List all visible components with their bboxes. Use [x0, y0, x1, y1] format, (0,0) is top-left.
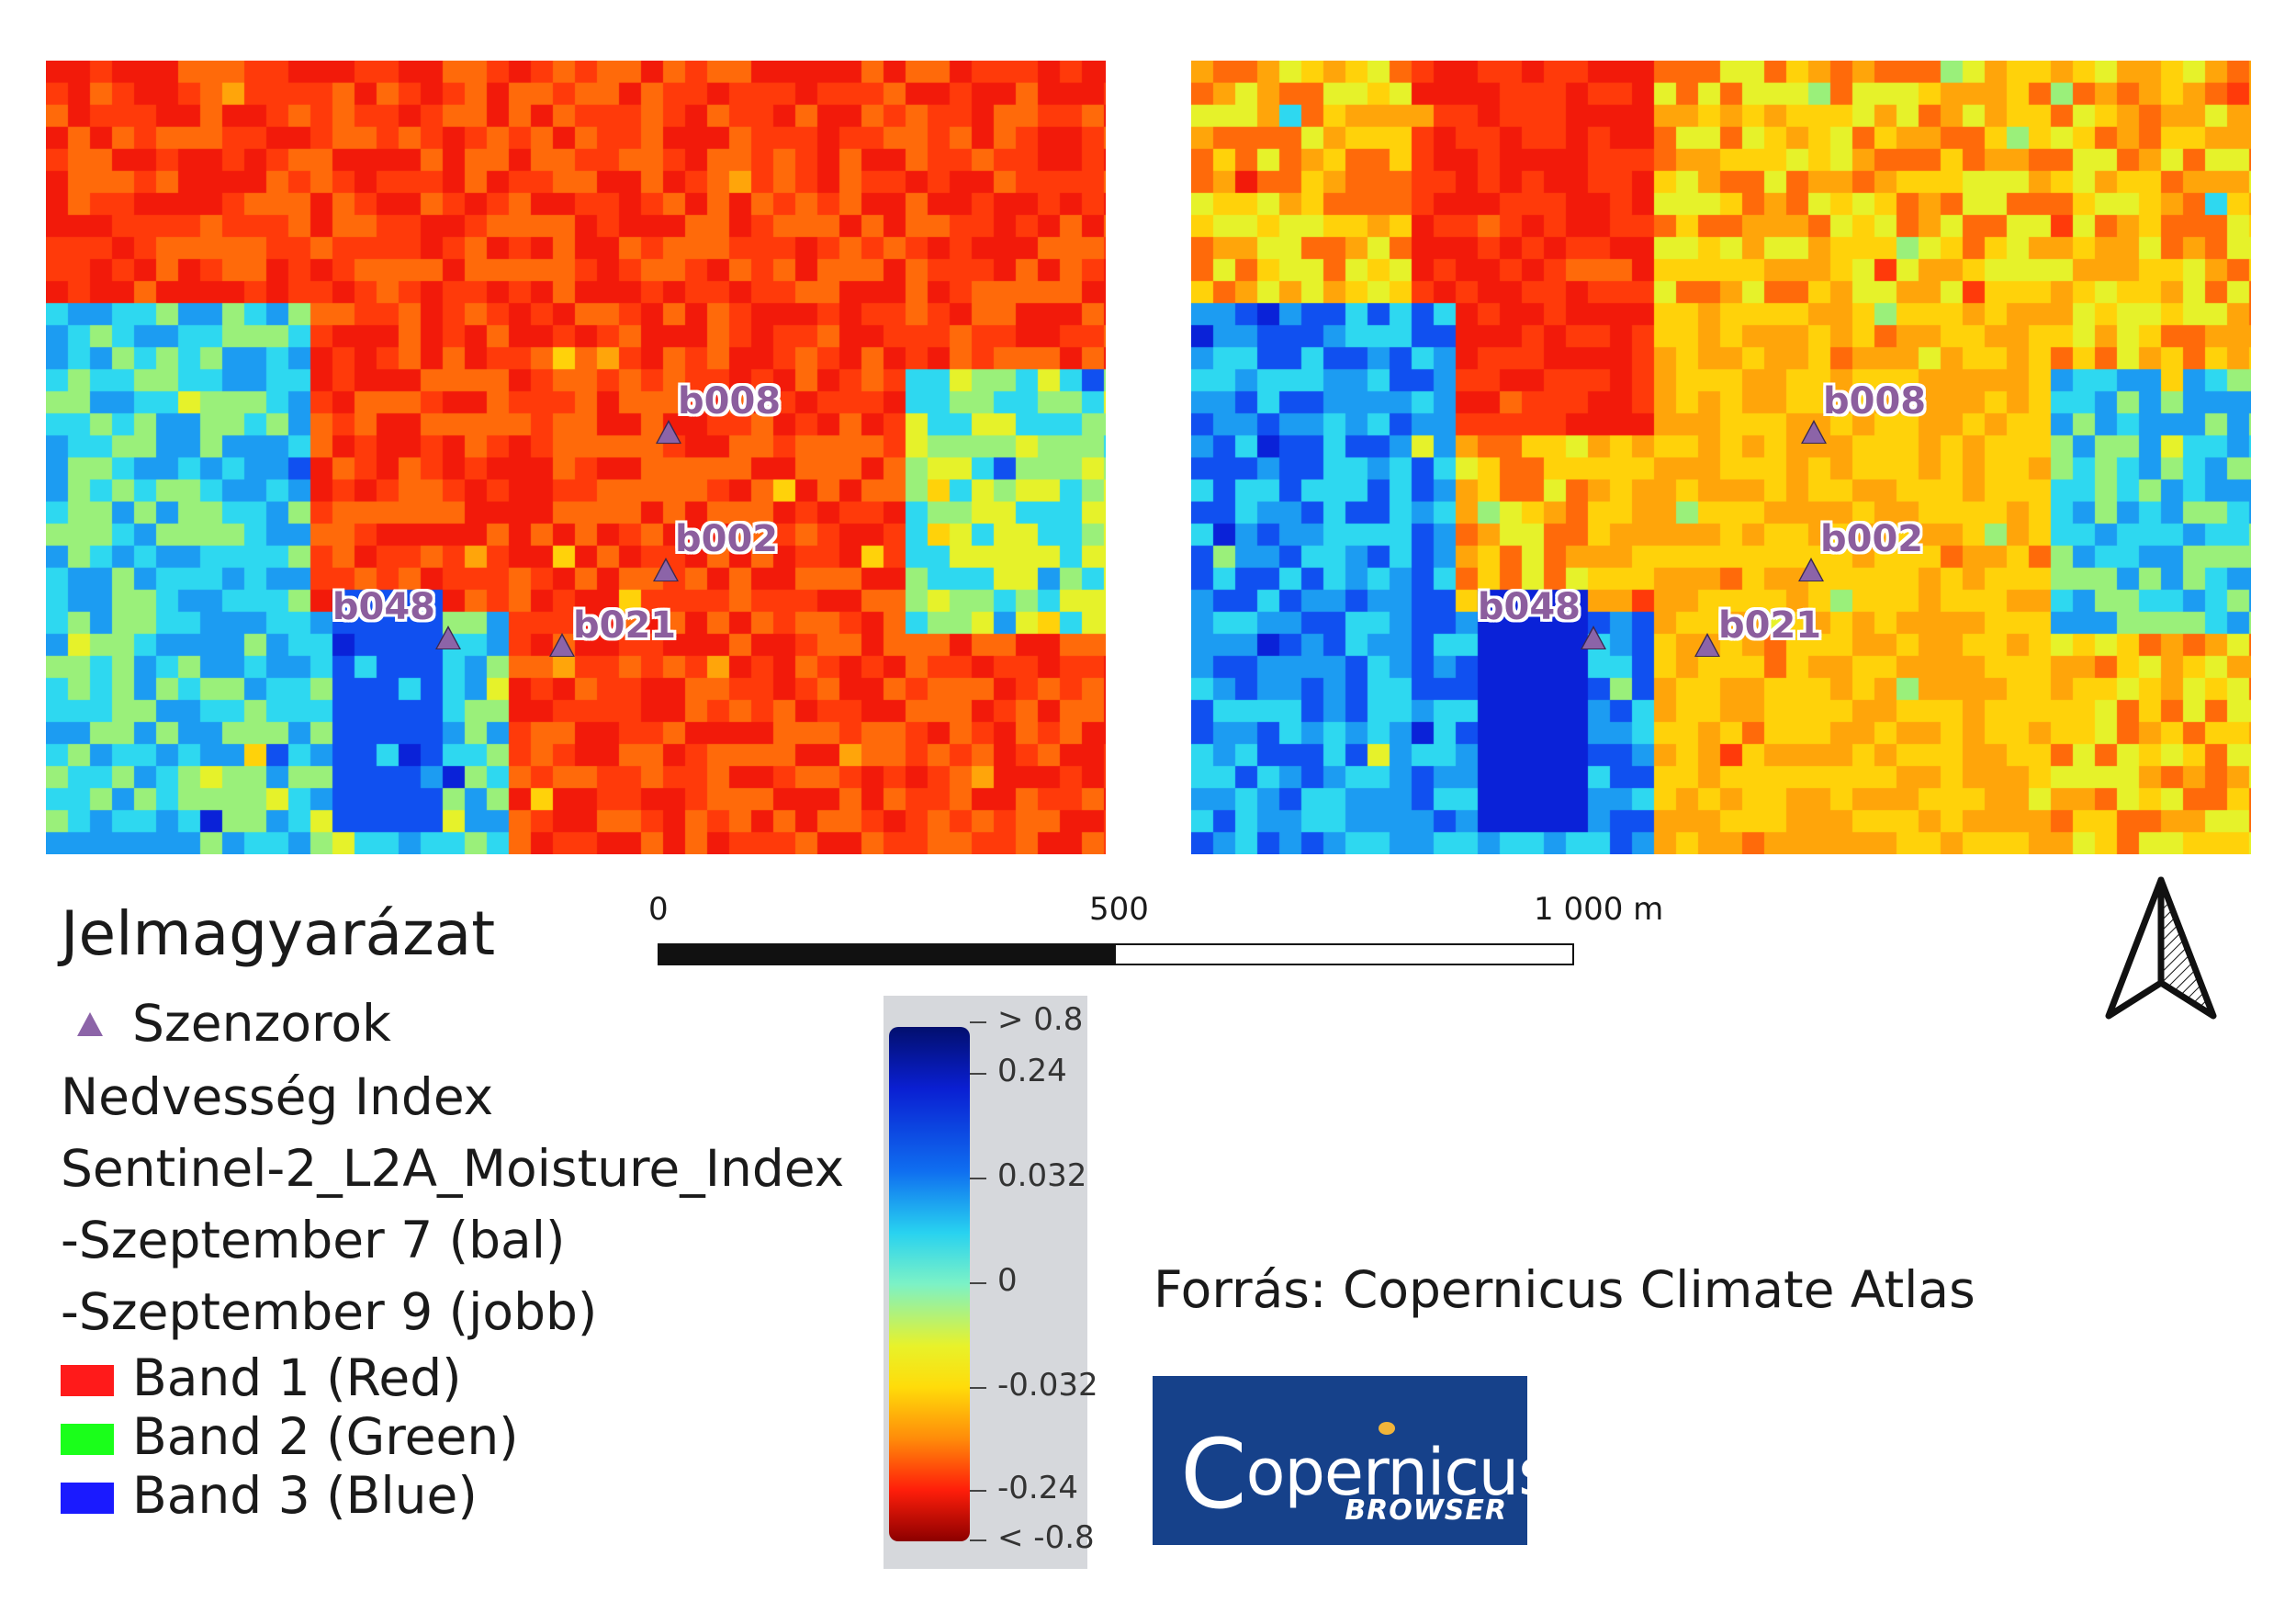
sensor-label: b002 — [675, 518, 779, 560]
legend-title: Jelmagyarázat — [61, 898, 496, 969]
band-red-swatch — [61, 1365, 114, 1396]
band-blue-label: Band 3 (Blue) — [132, 1466, 478, 1525]
colorbar-label: 0.24 — [997, 1053, 1067, 1089]
legend-date-left: -Szeptember 7 (bal) — [61, 1211, 566, 1269]
colorbar-label: > 0.8 — [997, 1001, 1084, 1038]
colorbar-label: < -0.8 — [997, 1519, 1095, 1556]
source-text: Forrás: Copernicus Climate Atlas — [1154, 1260, 1975, 1319]
north-arrow-icon — [2105, 876, 2217, 1020]
logo-sub-text: BROWSER — [1345, 1494, 1507, 1527]
triangle-marker-icon — [77, 1012, 103, 1036]
sensor-label: b048 — [1477, 586, 1581, 628]
scale-label-500: 500 — [1089, 891, 1149, 928]
legend-sensor-label: Szenzorok — [132, 994, 391, 1053]
map-panel-left: b008 b002 b048 b021 — [46, 61, 1106, 854]
sensor-label: b008 — [678, 380, 782, 423]
scale-label-0: 0 — [648, 891, 669, 928]
legend-date-right: -Szeptember 9 (jobb) — [61, 1282, 598, 1341]
colorbar-label: -0.032 — [997, 1367, 1098, 1404]
scale-label-1000: 1 000 m — [1534, 891, 1664, 928]
band-red-label: Band 1 (Red) — [132, 1348, 462, 1407]
sensor-label: b021 — [1718, 604, 1822, 647]
band-green-label: Band 2 (Green) — [132, 1407, 519, 1466]
moisture-raster-left — [46, 61, 1106, 854]
sensor-label: b048 — [332, 586, 435, 628]
legend-layer-name: Sentinel-2_L2A_Moisture_Index — [61, 1139, 845, 1198]
scale-bar — [658, 943, 1574, 965]
colorbar-label: -0.24 — [997, 1470, 1078, 1506]
band-green-swatch — [61, 1424, 114, 1455]
legend-index-name: Nedvesség Index — [61, 1067, 494, 1126]
sensor-label: b021 — [573, 604, 677, 647]
colorbar-label: 0 — [997, 1262, 1018, 1299]
logo-main-text: Copernicus — [1180, 1418, 1552, 1530]
sensor-label: b002 — [1820, 518, 1924, 560]
moisture-raster-right — [1191, 61, 2251, 854]
map-panel-right: b008 b002 b048 b021 — [1191, 61, 2251, 854]
colorbar-label: 0.032 — [997, 1157, 1087, 1194]
sensor-label: b008 — [1823, 380, 1927, 423]
copernicus-browser-logo: Copernicus BROWSER — [1153, 1376, 1552, 1545]
band-blue-swatch — [61, 1483, 114, 1514]
moisture-colorbar — [889, 1027, 970, 1541]
